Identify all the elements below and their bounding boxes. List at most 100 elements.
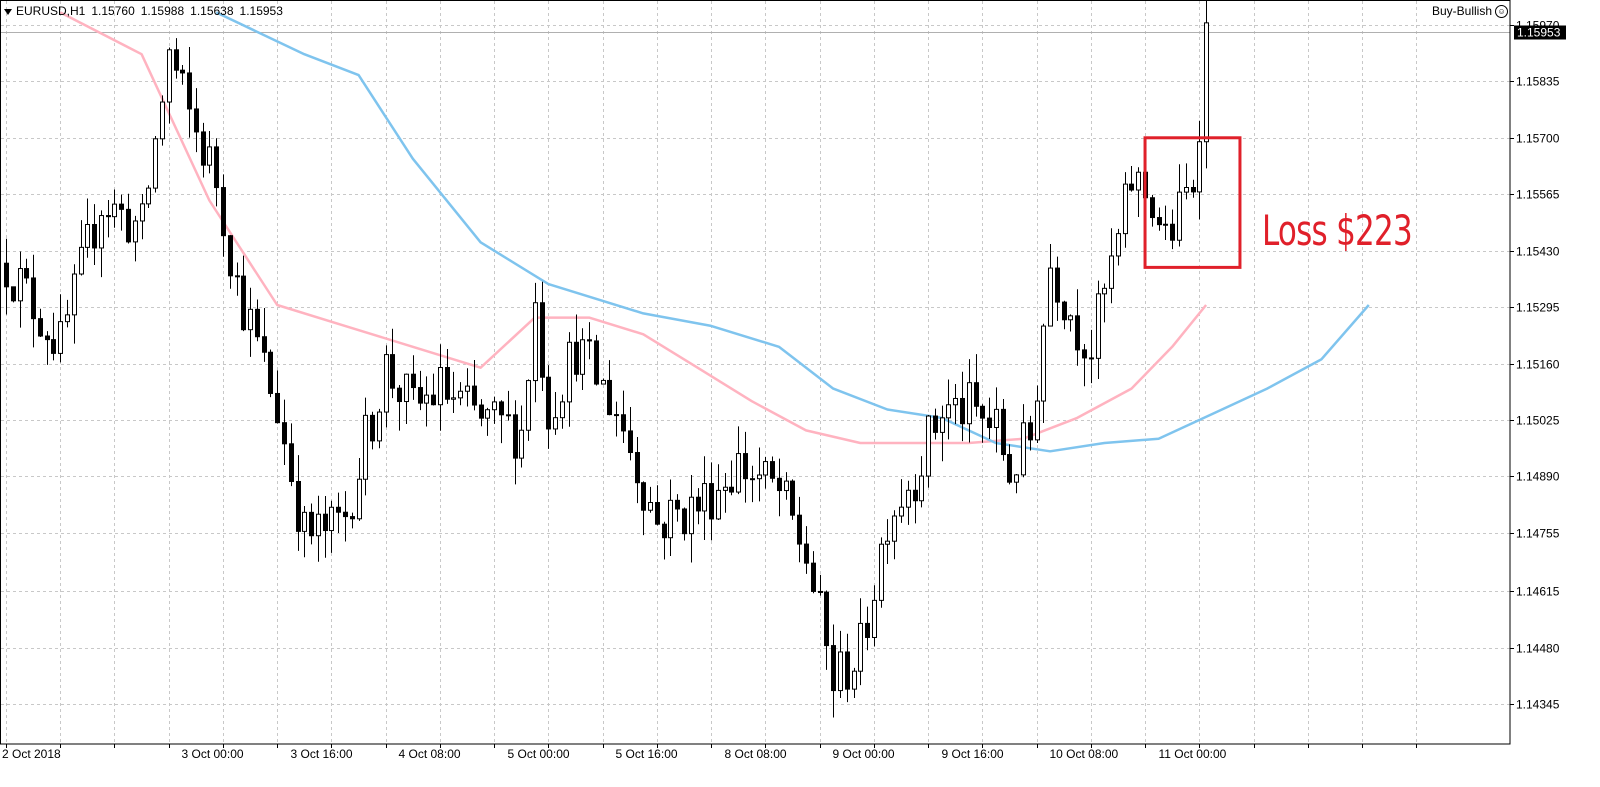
- bull-candle-body: [858, 622, 863, 672]
- candle: [38, 308, 43, 338]
- candle: [641, 481, 646, 536]
- candle: [1177, 164, 1182, 247]
- candle: [357, 457, 362, 521]
- bear-candle-body: [45, 335, 50, 341]
- bull-candle-body: [363, 414, 368, 480]
- moving-averages: [59, 11, 1370, 453]
- bear-candle-body: [1062, 301, 1067, 321]
- candle: [601, 378, 606, 385]
- x-tick-label: 9 Oct 16:00: [942, 747, 1004, 761]
- menu-triangle-icon[interactable]: [4, 8, 12, 15]
- bull-candle-body: [967, 382, 972, 425]
- y-tick-label: 1.15295: [1516, 301, 1560, 315]
- x-tick-label: 5 Oct 16:00: [616, 747, 678, 761]
- bull-candle-body: [723, 486, 728, 491]
- x-tick-label: 3 Oct 00:00: [182, 747, 244, 761]
- bear-candle-body: [1157, 217, 1162, 226]
- candle: [31, 254, 36, 348]
- bull-candle-body: [560, 401, 565, 419]
- candle: [262, 308, 267, 362]
- candle: [621, 390, 626, 443]
- bear-candle-body: [187, 72, 192, 110]
- candle: [587, 322, 592, 360]
- bear-candle-body: [370, 414, 375, 442]
- bear-candle-body: [614, 414, 619, 417]
- bear-candle-body: [980, 405, 985, 419]
- bear-candle-body: [479, 404, 484, 419]
- candle: [146, 185, 151, 209]
- y-tick-label: 1.15025: [1516, 414, 1560, 428]
- candle: [885, 519, 890, 564]
- bear-candle-body: [913, 489, 918, 502]
- expert-advisor-label[interactable]: Buy-Bullish ☺: [1432, 4, 1509, 19]
- bull-candle-body: [526, 380, 531, 431]
- bear-candle-body: [770, 461, 775, 479]
- candle: [418, 370, 423, 411]
- candle: [1123, 172, 1128, 248]
- ma-fast-line: [59, 11, 1208, 445]
- bull-candle-body: [1163, 223, 1168, 226]
- candle: [289, 423, 294, 487]
- bear-candle-body: [574, 341, 579, 375]
- bull-candle-body: [384, 354, 389, 413]
- bull-candle-body: [1041, 325, 1046, 402]
- bear-candle-body: [594, 340, 599, 385]
- candle: [329, 500, 334, 553]
- bear-candle-body: [831, 645, 836, 692]
- bear-candle-body: [797, 514, 802, 545]
- candle: [1075, 289, 1080, 366]
- candle: [933, 408, 938, 440]
- bull-candle-body: [357, 478, 362, 520]
- high-value: 1.15988: [140, 4, 185, 18]
- candle: [824, 590, 829, 670]
- candle: [831, 624, 836, 718]
- candle: [811, 551, 816, 594]
- candle: [445, 349, 450, 404]
- bull-candle-body: [1048, 267, 1053, 327]
- candle: [723, 473, 728, 513]
- candle: [872, 585, 877, 647]
- bear-candle-body: [675, 499, 680, 510]
- candle: [431, 373, 436, 406]
- candle: [1028, 415, 1033, 451]
- bull-candle-body: [838, 651, 843, 692]
- bear-candle-body: [587, 339, 592, 342]
- candle: [180, 65, 185, 85]
- bull-candle-body: [316, 513, 321, 537]
- bear-candle-body: [221, 187, 226, 237]
- y-tick-label: 1.15430: [1516, 245, 1560, 259]
- candle: [574, 314, 579, 382]
- bear-candle-body: [960, 397, 965, 425]
- candle: [953, 384, 958, 425]
- bear-candle-body: [818, 590, 823, 593]
- candle: [160, 95, 165, 146]
- y-tick-label: 1.15700: [1516, 132, 1560, 146]
- bear-candle-body: [255, 308, 260, 338]
- candle: [296, 455, 301, 551]
- bull-candle-body: [465, 385, 470, 392]
- bull-candle-body: [438, 367, 443, 406]
- candle: [472, 360, 477, 411]
- bear-candle-body: [1007, 454, 1012, 483]
- candle: [594, 334, 599, 386]
- bear-candle-body: [411, 373, 416, 389]
- bull-candle-body: [1197, 141, 1202, 193]
- bear-candle-body: [445, 367, 450, 400]
- candle: [1163, 205, 1168, 240]
- y-tick-label: 1.14480: [1516, 642, 1560, 656]
- candle: [384, 345, 389, 428]
- bear-candle-body: [194, 108, 199, 133]
- candle: [1096, 280, 1101, 379]
- candle: [790, 479, 795, 520]
- bear-candle-body: [845, 651, 850, 690]
- trade-markers: [1143, 136, 1242, 269]
- candle: [397, 384, 402, 431]
- candle: [1197, 120, 1202, 220]
- bull-candle-body: [112, 203, 117, 218]
- candle: [560, 394, 565, 429]
- ma-slow-line: [215, 11, 1370, 453]
- candle: [852, 667, 857, 698]
- bull-candle-body: [601, 379, 606, 385]
